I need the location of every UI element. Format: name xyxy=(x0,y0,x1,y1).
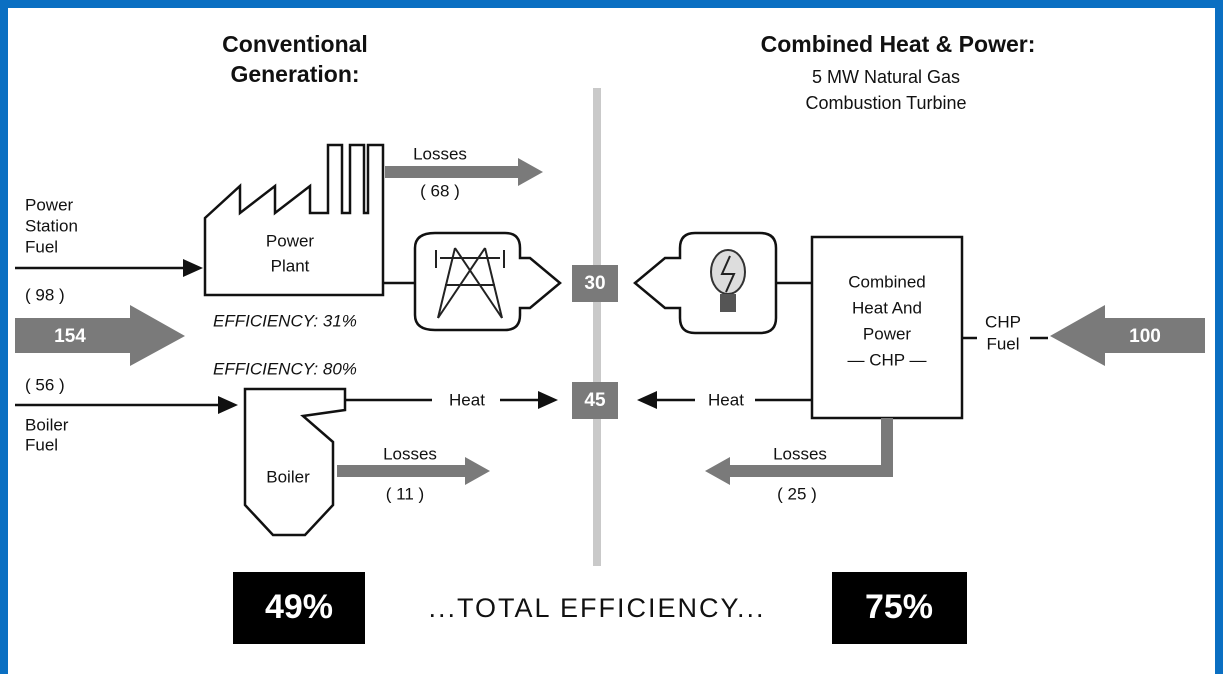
total-fuel: 154 xyxy=(54,326,86,347)
left-header: Conventional xyxy=(222,31,368,57)
frame-right xyxy=(1215,0,1223,674)
chp-fuel-label: Fuel xyxy=(986,334,1019,353)
losses-value: ( 68 ) xyxy=(420,181,460,200)
losses-value: ( 11 ) xyxy=(386,484,424,503)
arrowhead xyxy=(637,391,657,409)
frame-left xyxy=(0,0,8,674)
left-header: Generation: xyxy=(230,61,359,87)
arrowhead xyxy=(538,391,558,409)
losses-arrow xyxy=(337,457,490,485)
tower-icon xyxy=(437,247,456,319)
chp-label: Combined xyxy=(848,272,926,291)
boiler-label: Boiler xyxy=(266,467,310,486)
losses-label: Losses xyxy=(383,444,437,463)
transmission-box xyxy=(413,231,562,332)
losses-arrow xyxy=(385,158,543,186)
conventional-efficiency: 49% xyxy=(265,588,333,626)
heat-label: Heat xyxy=(449,390,485,409)
boiler-fuel-value: ( 56 ) xyxy=(25,375,65,394)
output-box xyxy=(572,382,618,419)
chp-label: Heat And xyxy=(852,298,922,317)
bulb-icon xyxy=(720,294,736,312)
right-header: Combined Heat & Power: xyxy=(761,31,1036,57)
boiler-efficiency: EFFICIENCY: 80% xyxy=(213,359,357,378)
right-subtitle: Combustion Turbine xyxy=(805,93,966,113)
chp-fuel-label: CHP xyxy=(985,312,1021,331)
fuel-arrow xyxy=(15,305,185,366)
efficiency-box xyxy=(233,572,365,644)
chp-fuel-value: 100 xyxy=(1129,326,1161,347)
plant-label: Power xyxy=(266,231,315,250)
losses-value: ( 25 ) xyxy=(777,484,817,503)
bulb-icon xyxy=(720,255,736,293)
chp-efficiency: 75% xyxy=(865,588,933,626)
chp-fuel-arrow xyxy=(1050,305,1205,366)
arrowhead xyxy=(218,396,238,414)
heat-label: Heat xyxy=(708,390,744,409)
tower-icon xyxy=(435,247,505,319)
plant-efficiency: EFFICIENCY: 31% xyxy=(213,311,357,330)
losses-label: Losses xyxy=(773,444,827,463)
boiler-fuel-label: Boiler xyxy=(25,415,69,434)
tower-icon xyxy=(484,247,503,319)
power-output: 30 xyxy=(584,273,605,294)
fuel-label: Power xyxy=(25,195,74,214)
bulb-icon xyxy=(710,249,746,312)
plant-label: Plant xyxy=(271,256,310,275)
losses-label: Losses xyxy=(413,144,467,163)
output-box xyxy=(572,265,618,302)
boiler-fuel-label: Fuel xyxy=(25,435,58,454)
chp-label: — CHP — xyxy=(847,350,926,369)
efficiency-box xyxy=(832,572,967,644)
power-plant xyxy=(203,143,385,297)
fuel-label: Fuel xyxy=(25,237,58,256)
frame-top xyxy=(0,0,1223,8)
heat-output: 45 xyxy=(584,390,606,411)
bulb-box xyxy=(633,231,778,335)
fuel-value: ( 98 ) xyxy=(25,285,65,304)
right-subtitle: 5 MW Natural Gas xyxy=(812,67,960,87)
chp-label: Power xyxy=(863,324,912,343)
arrowhead xyxy=(183,259,203,277)
tower-icon xyxy=(454,247,503,319)
fuel-label: Station xyxy=(25,216,78,235)
tower-icon xyxy=(437,247,486,319)
total-efficiency-label: ...TOTAL EFFICIENCY... xyxy=(428,593,765,623)
divider xyxy=(593,88,601,566)
losses-arrow xyxy=(705,418,893,485)
